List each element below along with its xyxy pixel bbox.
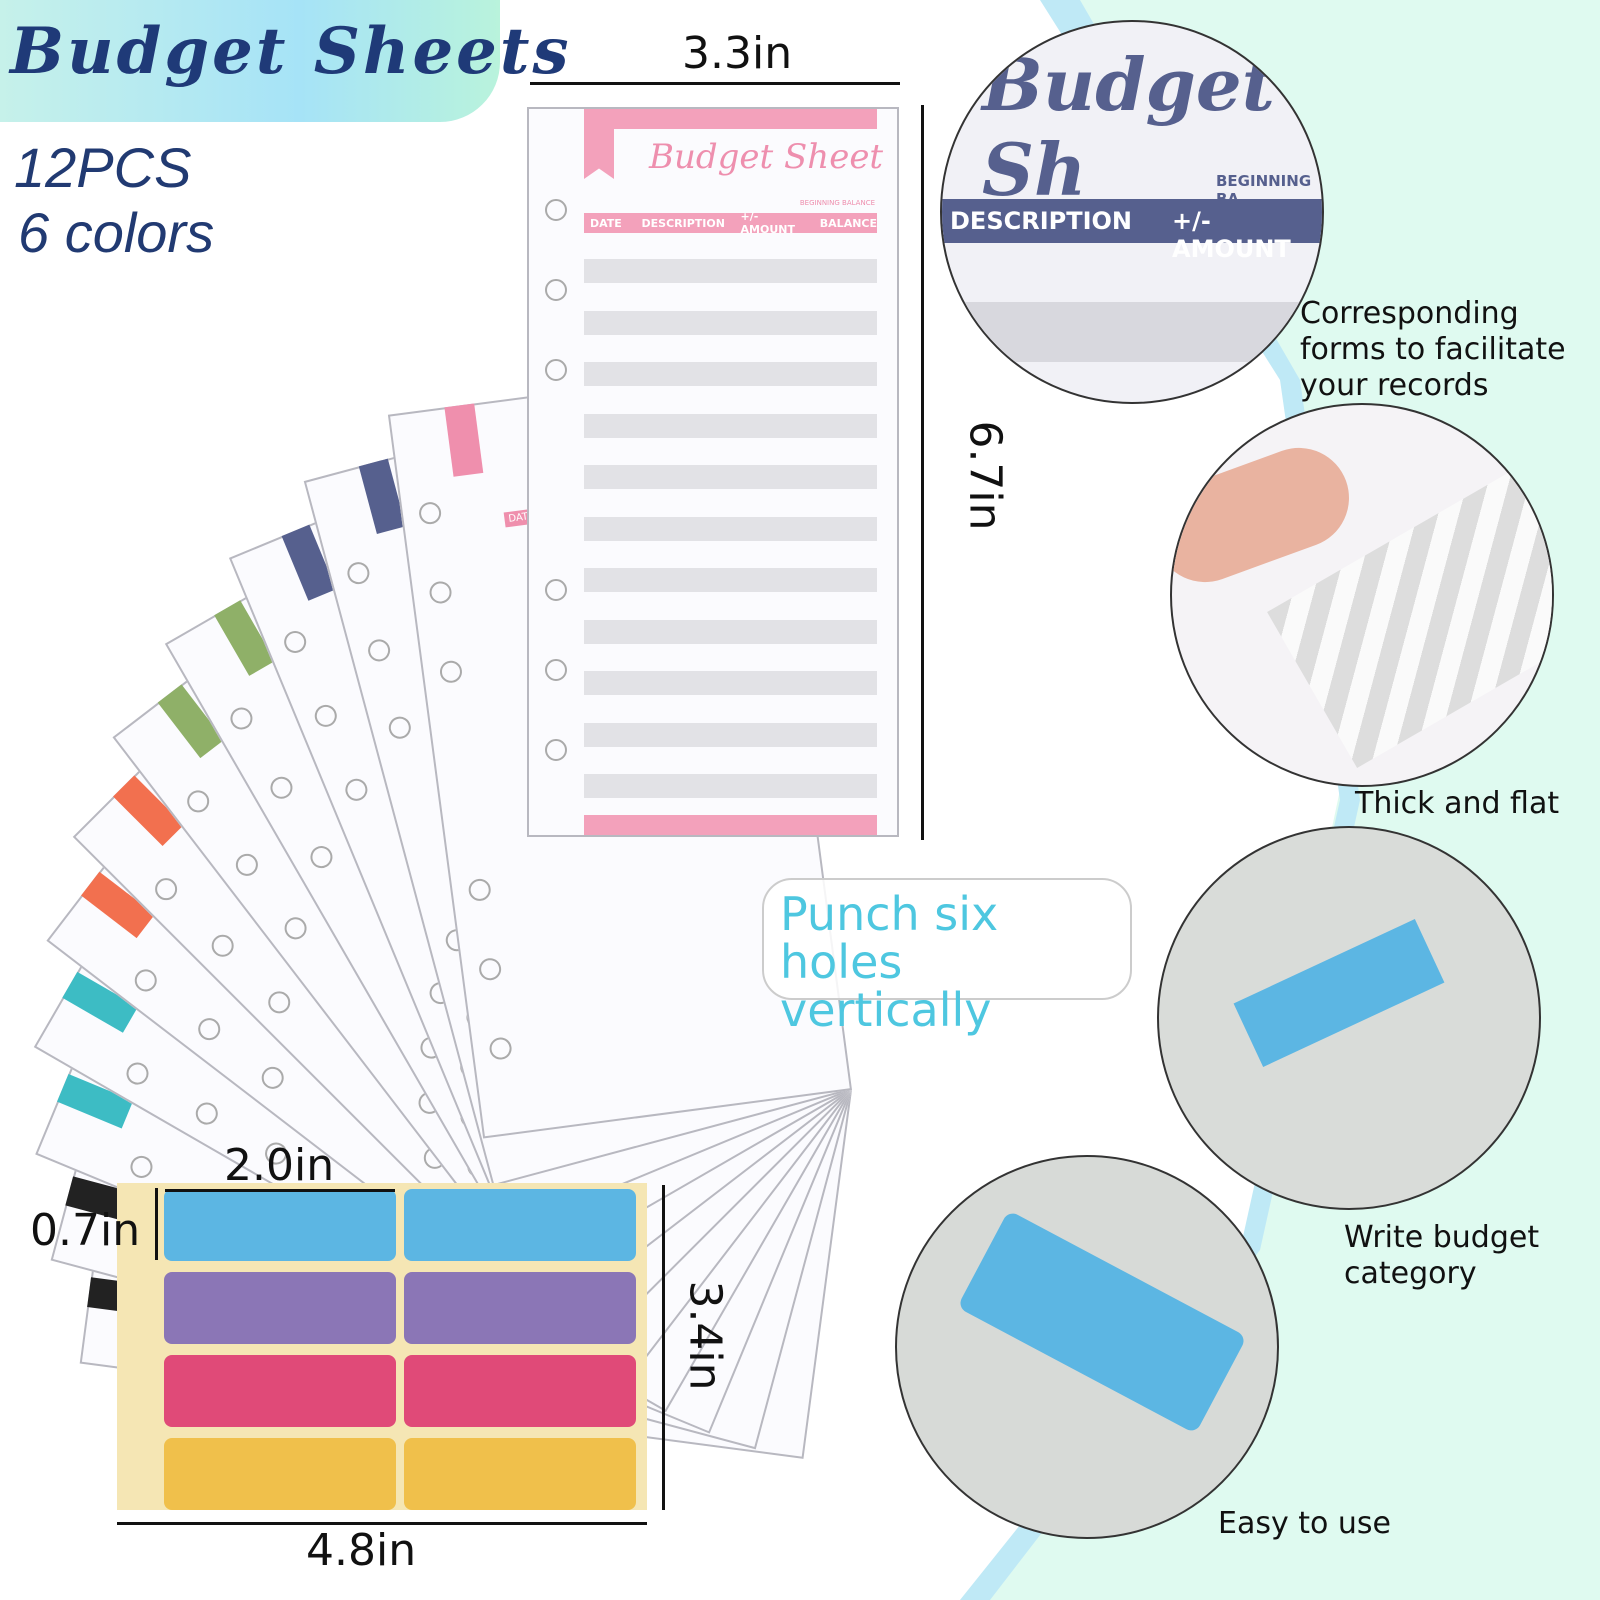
table-row [584, 413, 877, 438]
table-row [584, 774, 877, 798]
label-height-label: 0.7in [30, 1205, 141, 1256]
front-budget-sheet: Budget Sheet BEGINNING BALANCE DATE DESC… [527, 107, 899, 837]
punch-hole [280, 627, 310, 657]
punch-hole [306, 842, 337, 873]
punch-hole [477, 956, 503, 982]
table-row [584, 259, 877, 283]
zoom-circle-easy [895, 1155, 1279, 1539]
label-width-arrow [165, 1189, 395, 1192]
title-banner [0, 0, 500, 122]
page-title: Budget Sheets [10, 14, 572, 89]
zoom-title: Budget Sh [982, 42, 1275, 212]
punch-hole [365, 636, 393, 664]
table-row [584, 465, 877, 489]
width-arrow [530, 82, 900, 85]
punch-hole [150, 873, 182, 905]
punch-hole [193, 1013, 225, 1045]
forms-caption: Corresponding forms to facilitate your r… [1300, 296, 1566, 403]
ribbon-tab [584, 109, 614, 179]
table-row [584, 362, 877, 386]
color-tab [444, 403, 484, 477]
table-row [584, 568, 877, 592]
zoom-row [942, 302, 1322, 362]
label-sticker [164, 1272, 396, 1344]
punch-hole [467, 877, 493, 903]
punch-hole [257, 1062, 289, 1094]
label-sticker [164, 1355, 396, 1427]
punch-hole [127, 1152, 156, 1182]
punch-hole [545, 279, 567, 301]
zoom-header: DESCRIPTION +/- AMOUNT [942, 199, 1322, 263]
sticker-width-label: 4.8in [306, 1525, 417, 1576]
sticker-height-label: 3.4in [679, 1280, 731, 1391]
punch-hole [545, 359, 567, 381]
col-description: DESCRIPTION [641, 216, 725, 230]
thick-caption: Thick and flat [1355, 786, 1560, 821]
punch-hole [545, 579, 567, 601]
table-row [584, 310, 877, 335]
punch-hole [488, 1036, 513, 1061]
punch-hole [311, 701, 341, 731]
punch-hole [545, 659, 567, 681]
sticker-height-arrow [662, 1185, 665, 1510]
label-sticker [164, 1438, 396, 1510]
blue-label-image [1233, 919, 1445, 1067]
punch-caption: Punch six holes vertically [762, 878, 1132, 1034]
label-sticker [404, 1272, 636, 1344]
beginning-balance: BEGINNING BALANCE [799, 199, 875, 207]
write-caption: Write budget category [1344, 1220, 1540, 1291]
punch-hole [231, 849, 263, 881]
punch-hole [428, 580, 453, 605]
label-sticker [164, 1189, 396, 1261]
sticker-sheet [117, 1183, 647, 1510]
zoom-circle-thickness [1170, 403, 1554, 787]
table-row [584, 516, 877, 541]
punch-hole [280, 912, 312, 944]
col-amount: +/- AMOUNT [740, 210, 795, 236]
punch-hole [266, 772, 297, 803]
punch-hole [182, 785, 214, 817]
punch-hole [207, 930, 239, 962]
punch-hole [342, 775, 371, 805]
label-sticker [404, 1438, 636, 1510]
bottom-bar [584, 815, 877, 835]
punch-hole [545, 199, 567, 221]
blue-label-image [956, 1210, 1248, 1434]
table-row [584, 619, 877, 644]
table-row [584, 722, 877, 747]
sheet-width-label: 3.3in [682, 28, 793, 79]
sticker-width-arrow [117, 1522, 647, 1525]
punch-hole [417, 500, 443, 526]
colors-label: 6 colors [18, 201, 215, 264]
punch-hole [545, 739, 567, 761]
label-height-arrow [155, 1188, 158, 1260]
punch-hole [263, 986, 295, 1018]
punch-hole [130, 965, 162, 996]
label-sticker [404, 1355, 636, 1427]
punch-hole [122, 1058, 153, 1089]
punch-hole [386, 714, 414, 742]
sheet-height-label: 6.7in [959, 420, 1011, 531]
height-arrow [921, 105, 924, 840]
table-row [584, 671, 877, 695]
punch-hole [191, 1098, 222, 1129]
top-bar [584, 109, 877, 129]
sheet-title: Budget Sheet [649, 137, 884, 177]
column-header: DATE DESCRIPTION +/- AMOUNT BALANCE [584, 210, 877, 236]
zoom-col-description: DESCRIPTION [950, 207, 1133, 235]
label-sticker [404, 1189, 636, 1261]
label-width-label: 2.0in [224, 1140, 335, 1191]
easy-caption: Easy to use [1218, 1506, 1392, 1541]
col-date: DATE [590, 216, 622, 230]
punch-hole [226, 703, 257, 734]
zoom-col-amount: +/- AMOUNT [1172, 207, 1291, 263]
zoom-circle-form: Budget Sh BEGINNING BA DESCRIPTION +/- A… [940, 20, 1324, 404]
punch-hole [438, 659, 464, 685]
zoom-circle-writing [1157, 826, 1541, 1210]
punch-hole [344, 559, 372, 587]
quantity-label: 12PCS [14, 136, 192, 199]
col-balance: BALANCE [819, 216, 877, 230]
